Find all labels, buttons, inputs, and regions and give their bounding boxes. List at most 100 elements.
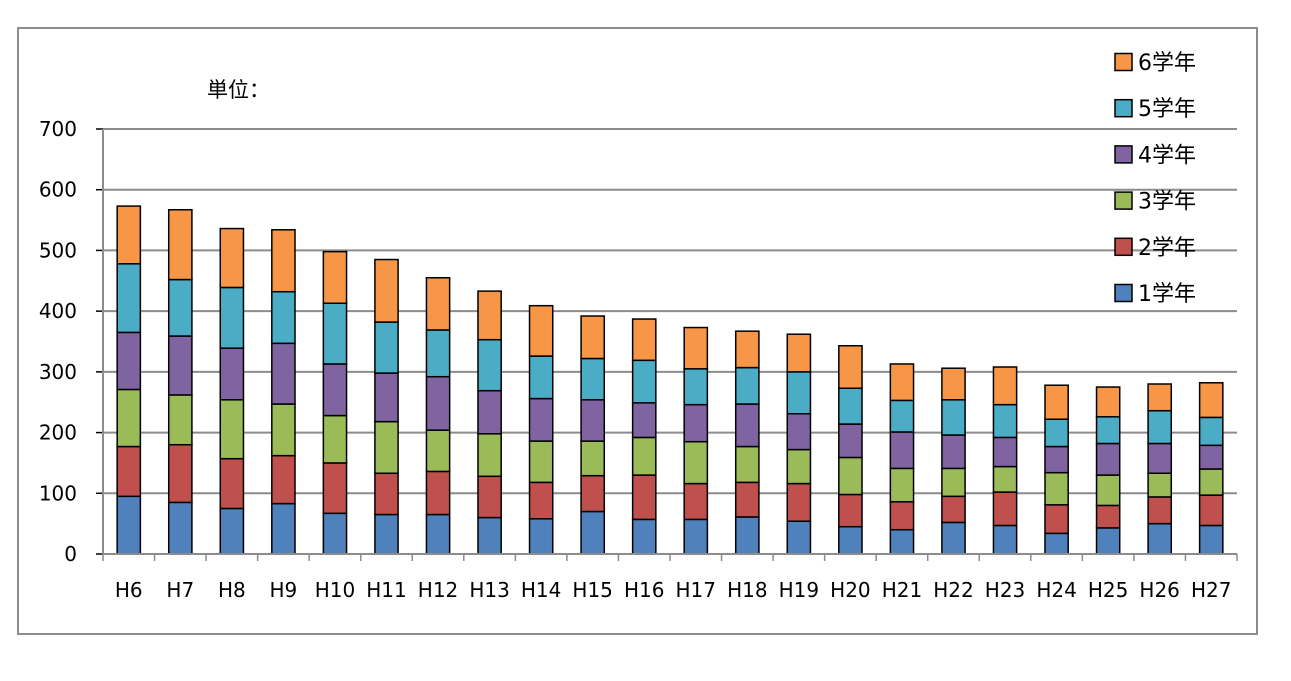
bar-segment: [271, 502, 296, 555]
bar-stack: [786, 333, 812, 555]
bar-segment: [425, 470, 451, 516]
bar-segment: [631, 474, 657, 521]
bar-segment: [167, 501, 193, 555]
bar-segment: [580, 399, 606, 442]
bar-segment: [116, 495, 142, 555]
bar-segment: [838, 456, 863, 496]
x-tick-label: H7: [166, 578, 194, 602]
bar-segment: [992, 524, 1018, 555]
bar-segment: [786, 333, 812, 373]
bar-stack: [992, 366, 1018, 555]
bar-segment: [734, 445, 760, 484]
legend-item: 4学年: [1114, 143, 1196, 168]
x-tick-label: H25: [1088, 578, 1129, 602]
bar-segment: [1198, 382, 1224, 419]
bar-segment: [1095, 527, 1121, 555]
bar-segment: [1044, 384, 1069, 420]
bar-segment: [838, 423, 863, 459]
bar-segment: [1147, 496, 1173, 525]
legend-label: 2学年: [1138, 236, 1196, 261]
y-axis: 0 100 200 300 400 500 600 700: [39, 117, 104, 566]
bar-stack: [167, 209, 193, 555]
bar-segment: [838, 493, 863, 528]
x-tick-label: H9: [270, 578, 298, 602]
bar-segment: [322, 512, 348, 555]
bar-segment: [1095, 416, 1121, 445]
bar-segment: [528, 481, 554, 520]
bar-segment: [1095, 504, 1121, 529]
bar-segment: [1198, 494, 1224, 527]
bar-segment: [219, 457, 245, 510]
bar-stack: [1147, 383, 1173, 555]
bar-stack: [838, 345, 863, 555]
bar-segment: [477, 475, 502, 519]
bar-segment: [683, 403, 709, 443]
bar-segment: [992, 465, 1018, 493]
bar-segment: [838, 525, 863, 555]
bar-segment: [786, 520, 812, 555]
bar-segment: [683, 440, 709, 485]
bar-segment: [889, 399, 915, 433]
bar-segment: [683, 368, 709, 406]
bar-segment: [271, 454, 296, 505]
bar-segment: [683, 326, 709, 370]
bar-segment: [1198, 416, 1224, 447]
bar-segment: [477, 290, 502, 341]
bar-segment: [528, 355, 554, 400]
bar-segment: [889, 431, 915, 470]
x-tick-label: H19: [779, 578, 820, 602]
bar-stack: [1198, 382, 1224, 555]
bar-segment: [580, 357, 606, 401]
x-tick-label: H6: [115, 578, 143, 602]
x-tick-label: H17: [676, 578, 717, 602]
x-tick-label: H10: [315, 578, 356, 602]
bar-segment: [219, 347, 245, 401]
x-tick-label: H27: [1191, 578, 1232, 602]
bar-segment: [889, 501, 915, 531]
legend-swatch: [1114, 191, 1133, 210]
x-tick-label: H18: [727, 578, 768, 602]
bar-segment: [786, 482, 812, 522]
legend-item: 2学年: [1114, 236, 1196, 261]
bar-segment: [1147, 442, 1173, 474]
bar-segment: [374, 372, 399, 423]
bar-segment: [786, 448, 812, 485]
bar-segment: [219, 507, 245, 555]
legend-item: 5学年: [1114, 97, 1196, 122]
legend-swatch: [1114, 283, 1133, 303]
bar-stack: [528, 304, 554, 555]
legend-label: 3学年: [1138, 190, 1196, 215]
bar-segment: [734, 330, 760, 369]
bar-segment: [580, 440, 606, 477]
x-axis: H6 H7 H8 H9 H10 H11 H12 H13 H14 H15 H16 H17 H18 H19 H2…: [102, 553, 1238, 602]
bar-segment: [889, 363, 915, 402]
bar-segment: [477, 433, 502, 478]
bar-segment: [271, 290, 296, 345]
x-tick-label: H26: [1139, 578, 1180, 602]
bar-segment: [528, 397, 554, 442]
bar-segment: [1147, 522, 1173, 555]
bar-segment: [322, 462, 348, 515]
bar-segment: [889, 467, 915, 503]
bar-segment: [219, 227, 245, 289]
x-tick-label: H24: [1036, 578, 1077, 602]
bar-segment: [941, 434, 966, 470]
bar-segment: [116, 388, 142, 448]
bar-segment: [425, 429, 451, 473]
bar-stack: [580, 315, 606, 555]
y-tick-label: 500: [39, 238, 77, 262]
bar-segment: [116, 263, 142, 334]
bar-stack: [271, 229, 296, 555]
bars: [116, 205, 1224, 555]
y-tick-label: 100: [39, 481, 77, 505]
bar-segment: [425, 277, 451, 331]
bar-stack: [1044, 384, 1069, 555]
bar-stack: [734, 330, 760, 555]
bar-stack: [116, 205, 142, 555]
bar-segment: [1147, 409, 1173, 445]
bar-segment: [580, 315, 606, 360]
bar-segment: [528, 304, 554, 357]
bar-segment: [992, 403, 1018, 439]
bar-segment: [941, 495, 966, 524]
x-tick-label: H8: [218, 578, 246, 602]
